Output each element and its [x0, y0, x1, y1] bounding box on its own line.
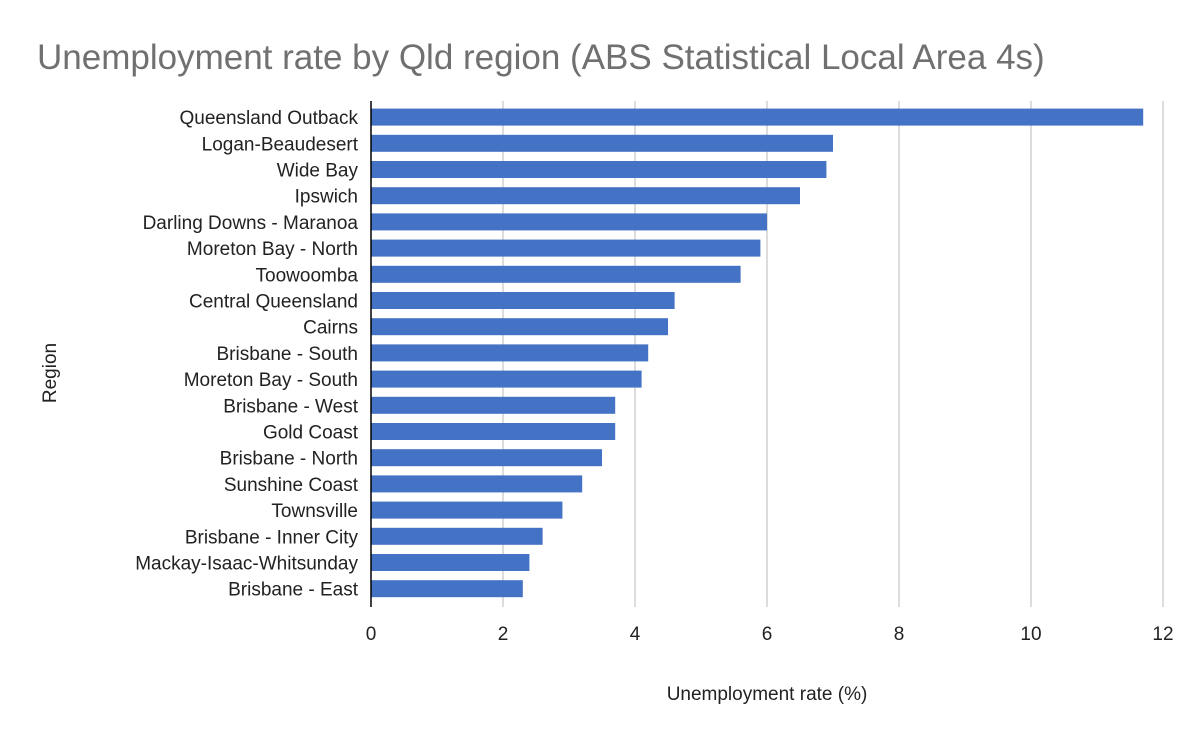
category-label: Ipswich: [295, 187, 358, 208]
bar: [371, 580, 523, 598]
bar: [371, 265, 741, 283]
category-label: Logan-Beaudesert: [202, 134, 359, 155]
bar: [371, 213, 767, 231]
category-label: Cairns: [303, 318, 358, 339]
bar: [371, 187, 800, 205]
bar: [371, 318, 668, 336]
y-axis-title: Region: [40, 343, 61, 403]
bar: [371, 423, 616, 440]
x-tick-label: 0: [366, 624, 377, 645]
category-label: Brisbane - South: [216, 344, 358, 365]
category-label: Sunshine Coast: [224, 475, 359, 496]
category-label: Queensland Outback: [179, 108, 358, 129]
category-label: Moreton Bay - North: [187, 239, 358, 260]
bar: [371, 501, 563, 519]
category-label: Brisbane - West: [223, 396, 359, 417]
bars: [371, 108, 1144, 598]
bar: [371, 239, 761, 257]
category-labels: Queensland Outback Logan-Beaudesert Wide B…: [135, 108, 359, 601]
x-tick-label: 12: [1152, 624, 1173, 645]
x-tick-label: 4: [630, 624, 641, 645]
category-label: Townsville: [271, 501, 358, 522]
category-label: Darling Downs - Maranoa: [143, 213, 359, 234]
bar: [371, 396, 616, 414]
bar: [371, 134, 833, 152]
bar: [371, 370, 642, 388]
bar: [371, 527, 543, 545]
category-label: Brisbane - North: [220, 449, 358, 470]
category-label: Brisbane - East: [228, 580, 359, 601]
category-label: Central Queensland: [189, 292, 358, 313]
category-label: Wide Bay: [277, 161, 359, 182]
bar: [371, 554, 530, 571]
bar: [371, 344, 649, 362]
x-tick-labels: 0 2 4 6 8 10 12: [366, 624, 1174, 645]
bar: [371, 449, 602, 467]
bar: [371, 475, 583, 493]
x-tick-label: 6: [762, 624, 773, 645]
bar: [371, 292, 675, 309]
gridlines: [502, 101, 1164, 607]
category-label: Mackay-Isaac-Whitsunday: [135, 554, 358, 575]
category-label: Moreton Bay - South: [184, 370, 358, 391]
x-axis-title: Unemployment rate (%): [667, 684, 868, 705]
category-label: Toowoomba: [256, 265, 359, 286]
x-tick-label: 8: [894, 624, 905, 645]
bar: [371, 161, 827, 178]
chart-title: Unemployment rate by Qld region (ABS Sta…: [37, 38, 1045, 77]
x-tick-label: 2: [498, 624, 509, 645]
x-tick-label: 10: [1020, 624, 1041, 645]
category-label: Gold Coast: [263, 423, 359, 444]
category-label: Brisbane - Inner City: [185, 527, 359, 548]
bar: [371, 108, 1144, 126]
